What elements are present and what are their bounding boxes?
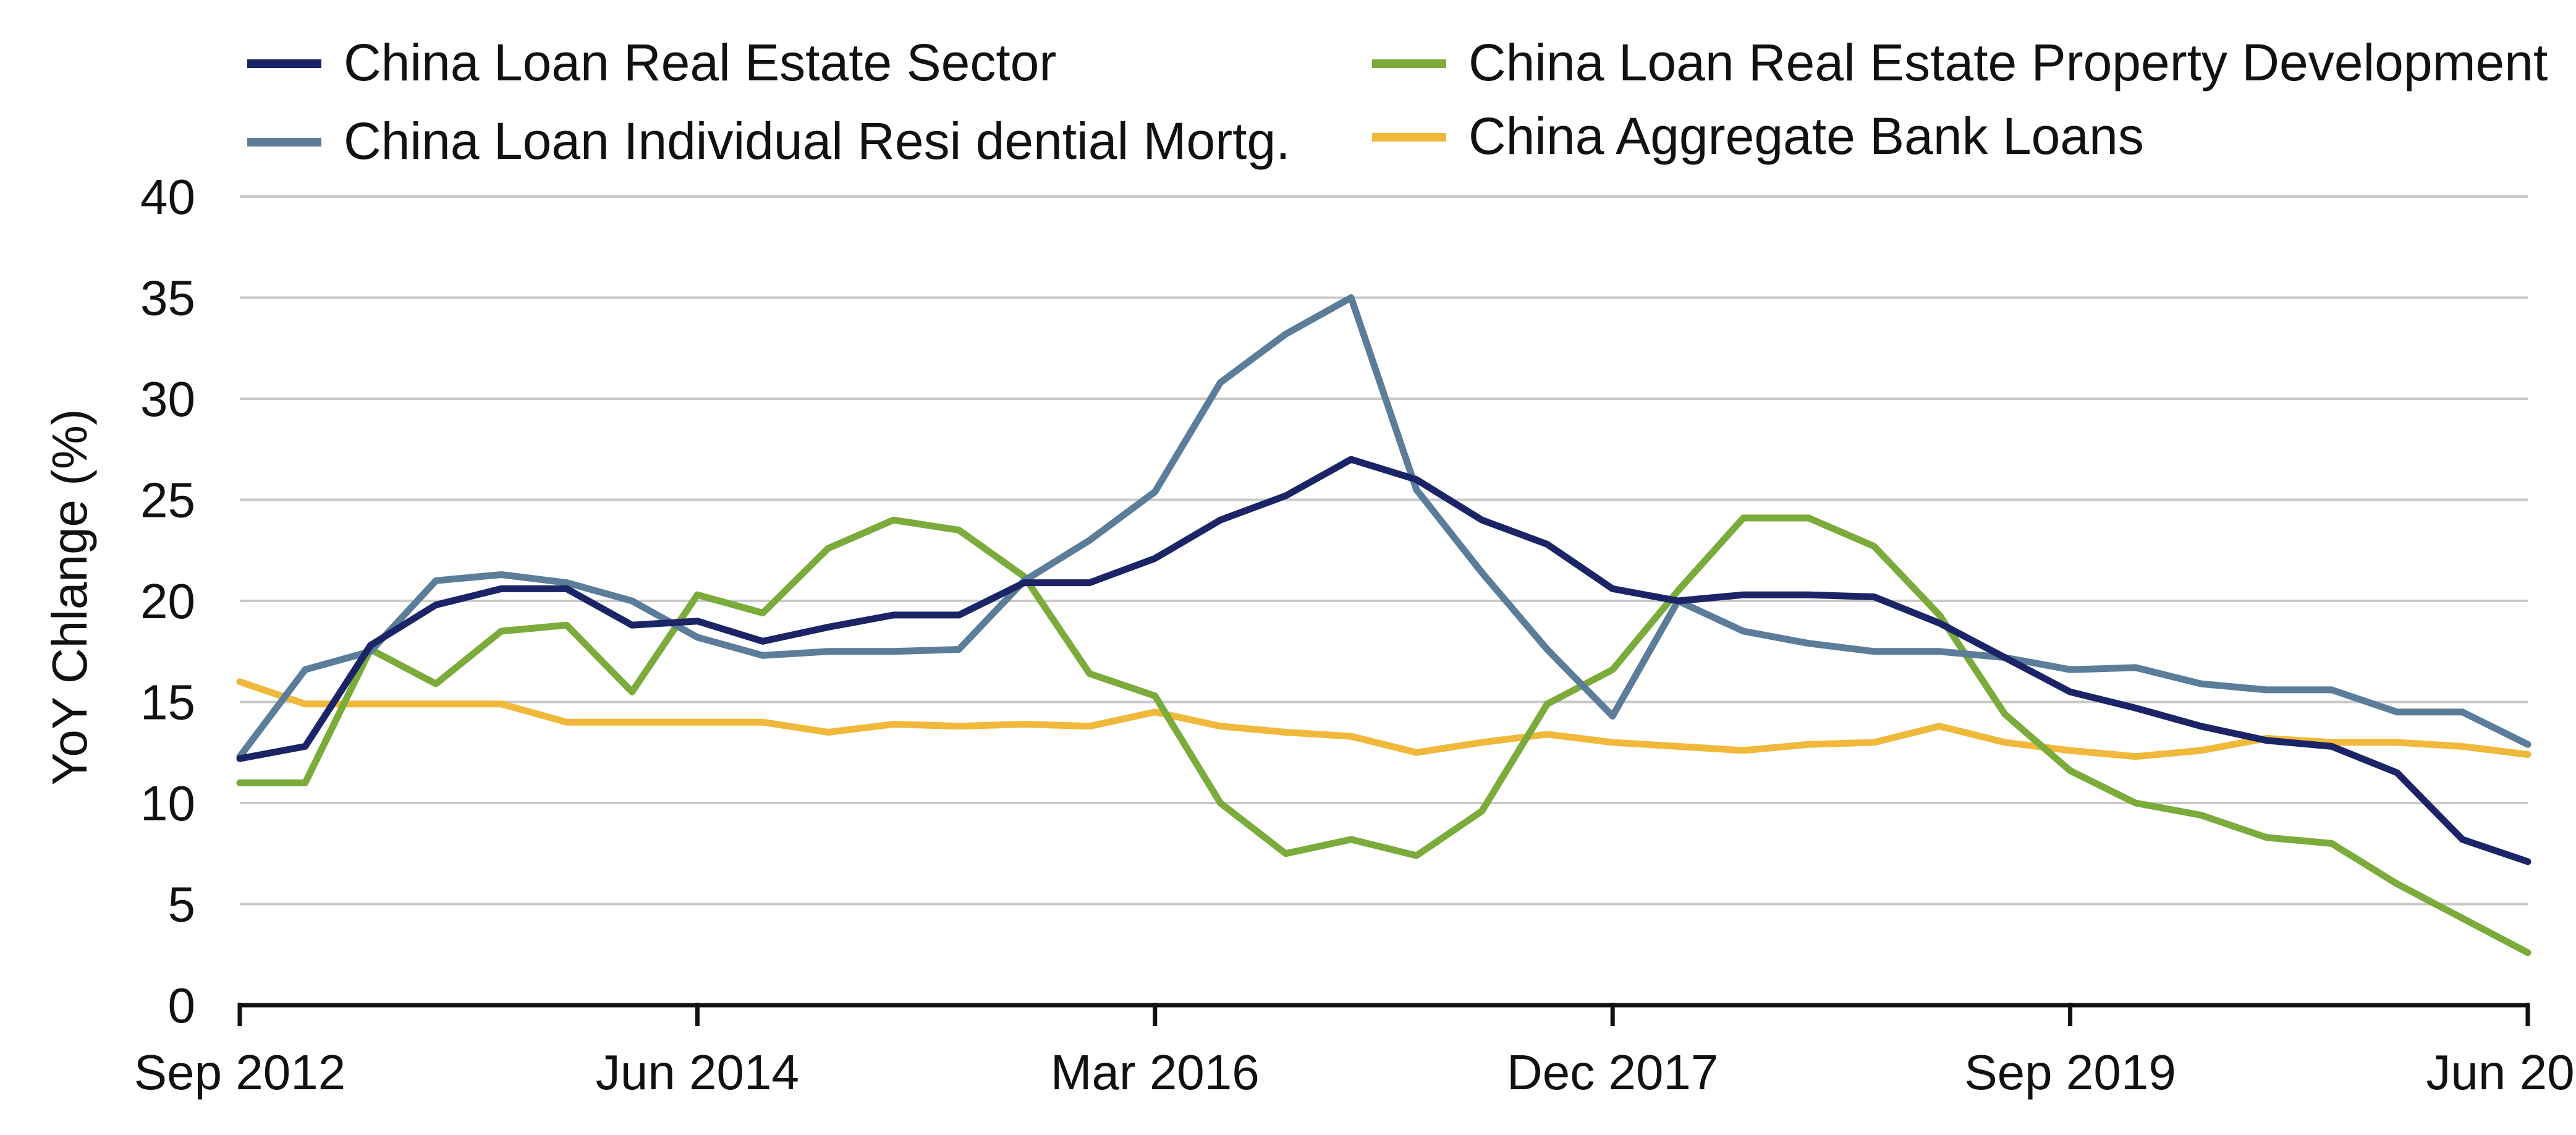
x-tick-label-5: Jun 2021	[2426, 1045, 2576, 1100]
y-tick-label-5: 5	[168, 877, 196, 932]
legend-label-residential-mortgage: China Loan Individual Resi dential Mortg…	[344, 112, 1290, 170]
series-lines	[236, 294, 2532, 956]
y-tick-label-35: 35	[140, 271, 195, 326]
y-tick-label-10: 10	[140, 776, 195, 831]
y-tick-label-30: 30	[140, 372, 195, 427]
x-tick-label-2: Mar 2016	[1051, 1045, 1260, 1100]
y-axis-title: YoY Chlange (%)	[42, 409, 97, 785]
legend-label-property-development: China Loan Real Estate Property Developm…	[1468, 33, 2548, 91]
y-tick-label-20: 20	[140, 574, 195, 629]
legend-label-real-estate-sector: China Loan Real Estate Sector	[344, 33, 1056, 91]
x-tick-label-4: Sep 2019	[1964, 1045, 2176, 1100]
gridlines	[240, 195, 2528, 906]
series-line-3	[236, 678, 2532, 760]
y-tick-label-15: 15	[140, 675, 195, 730]
y-tick-label-40: 40	[140, 169, 195, 224]
y-tick-label-25: 25	[140, 473, 195, 528]
series-line-1	[236, 294, 2532, 760]
x-tick-label-3: Dec 2017	[1507, 1045, 1718, 1100]
series-line-2	[236, 514, 2532, 956]
legend-label-aggregate-bank-loans: China Aggregate Bank Loans	[1468, 107, 2144, 165]
series-line-0	[236, 456, 2532, 865]
y-tick-label-0: 0	[168, 978, 196, 1033]
x-tick-label-0: Sep 2012	[134, 1045, 346, 1100]
legend: China Loan Real Estate Sector China Loan…	[247, 33, 2548, 170]
x-tick-label-1: Jun 2014	[596, 1045, 799, 1100]
axes: 0 5 10 15 20 25 30 35 40 Sep 2012 Jun 2014 Mar 2016…	[134, 169, 2576, 1100]
